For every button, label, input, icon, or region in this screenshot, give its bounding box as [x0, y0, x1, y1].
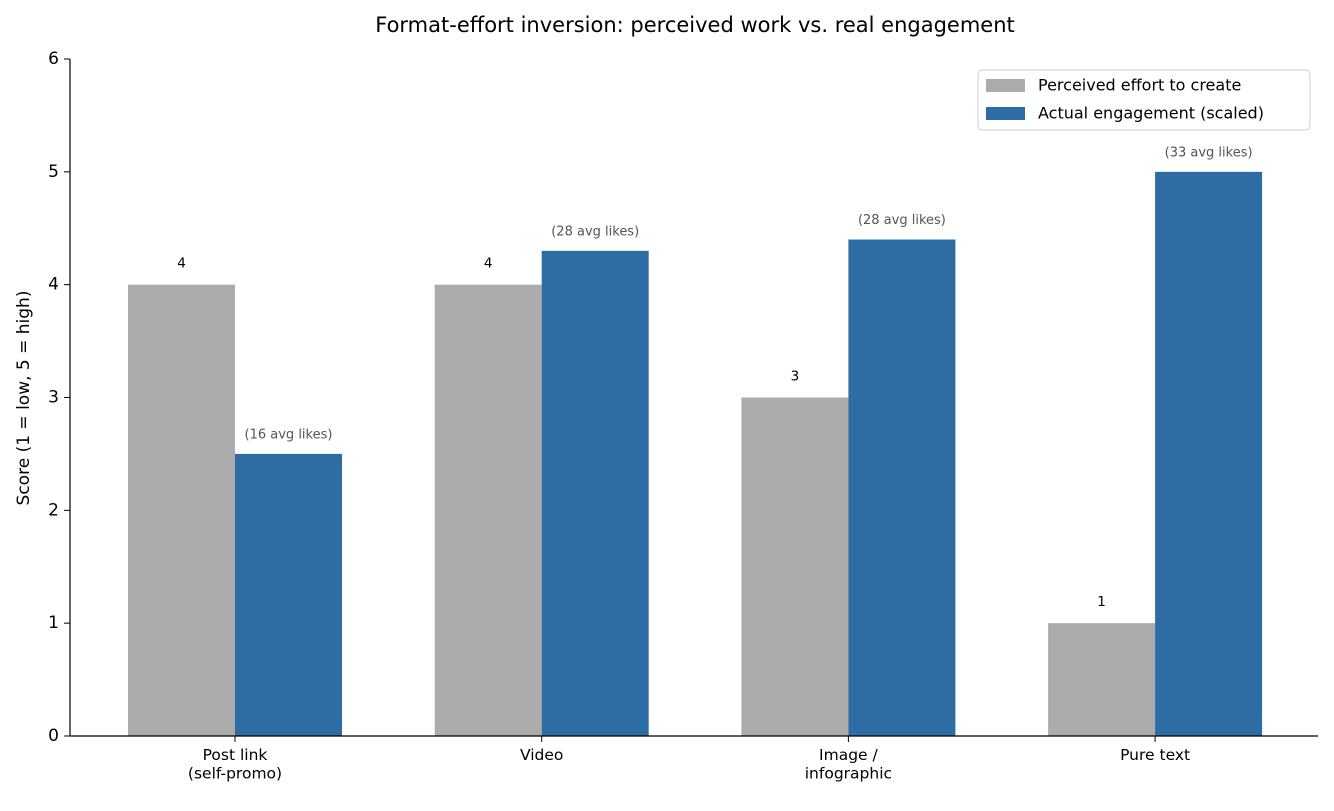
chart-title: Format-effort inversion: perceived work … [375, 13, 1015, 37]
bar [848, 239, 956, 737]
x-tick-label: Video [520, 746, 563, 764]
y-tick-label: 1 [48, 613, 59, 633]
legend-label: Perceived effort to create [1038, 76, 1241, 95]
legend-swatch [986, 79, 1025, 92]
bar-annotation: (28 avg likes) [551, 224, 639, 239]
legend-swatch [986, 107, 1025, 120]
value-label: 4 [484, 256, 493, 272]
legend-label: Actual engagement (scaled) [1038, 104, 1264, 123]
bar [1155, 171, 1263, 737]
bar-annotation: (33 avg likes) [1165, 145, 1253, 160]
x-tick-label: Post link (self-promo) [188, 746, 282, 783]
bar-annotation: (28 avg likes) [858, 213, 946, 228]
bar-annotation: (16 avg likes) [245, 427, 333, 442]
value-label: 4 [177, 256, 186, 272]
y-axis-label: Score (1 = low, 5 = high) [14, 291, 34, 506]
bar [741, 397, 849, 736]
bar [235, 453, 342, 736]
y-tick-label: 0 [48, 726, 59, 746]
y-tick-label: 4 [48, 275, 59, 295]
bar [128, 284, 235, 736]
bar [1048, 623, 1156, 736]
y-tick-label: 2 [48, 500, 59, 520]
x-tick-label: Image / infographic [805, 746, 892, 783]
bar [541, 250, 649, 737]
y-tick-label: 3 [48, 388, 59, 408]
value-label: 3 [791, 369, 800, 385]
y-tick-label: 6 [48, 49, 59, 69]
y-tick-label: 5 [48, 162, 59, 182]
bar [434, 284, 542, 736]
x-tick-label: Pure text [1120, 746, 1190, 764]
value-label: 1 [1097, 594, 1106, 610]
legend-box [977, 69, 1311, 131]
